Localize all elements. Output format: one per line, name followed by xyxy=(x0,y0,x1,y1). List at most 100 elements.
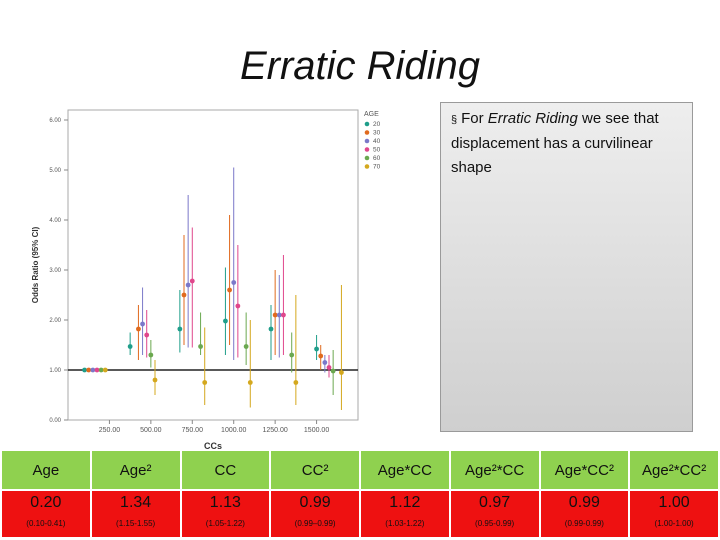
plot-area xyxy=(67,109,359,421)
data-point xyxy=(231,280,237,285)
data-point xyxy=(314,346,319,352)
header-cell: Age xyxy=(2,451,90,489)
x-tick-label: 750.00 xyxy=(182,427,204,434)
value: 1.13 xyxy=(209,494,241,511)
ci: (1.05-1.22) xyxy=(205,519,245,528)
value-cell: 0.99 (0.99–0.99) xyxy=(271,491,359,537)
x-tick-label: 500.00 xyxy=(140,427,162,434)
data-point xyxy=(181,292,187,298)
legend-label: 30 xyxy=(373,130,381,137)
data-point xyxy=(243,344,249,349)
value-cell: 0.97 (0.95-0.99) xyxy=(450,491,539,537)
data-point xyxy=(276,312,282,318)
data-point xyxy=(82,367,87,373)
ci: (0.95-0.99) xyxy=(475,519,515,528)
legend-marker xyxy=(364,130,370,135)
data-point xyxy=(198,344,203,349)
x-tick-label: 1000.00 xyxy=(221,427,246,434)
legend-marker xyxy=(364,138,370,144)
value: 1.34 xyxy=(120,494,152,511)
legend-label: 60 xyxy=(373,155,381,162)
data-point xyxy=(148,352,154,358)
y-tick-label: 1.00 xyxy=(49,368,61,374)
data-point xyxy=(223,318,228,324)
data-point xyxy=(177,326,183,332)
data-point xyxy=(152,377,158,383)
data-point xyxy=(322,360,328,365)
legend-marker xyxy=(364,164,370,169)
data-point xyxy=(268,326,274,332)
value-cell: 1.34 (1.15-1.55) xyxy=(91,491,180,537)
data-point xyxy=(127,344,133,349)
ci: (1.15-1.55) xyxy=(116,519,156,528)
x-tick-label: 250.00 xyxy=(99,427,121,434)
y-axis-label: Odds Ratio (95% CI) xyxy=(31,226,40,303)
note-text-after: we see that displacement has a curviline… xyxy=(451,110,659,176)
data-point xyxy=(318,353,324,359)
data-point xyxy=(144,332,150,338)
data-point xyxy=(202,380,208,385)
x-tick-label: 1500.00 xyxy=(304,427,329,434)
data-point xyxy=(102,367,108,373)
value-cell: 0.99 (0.99-0.99) xyxy=(540,491,629,537)
legend-title: AGE xyxy=(364,111,379,118)
value: 0.20 xyxy=(30,494,62,511)
y-tick-label: 2.00 xyxy=(49,318,61,324)
value: 0.97 xyxy=(479,494,511,511)
legend-label: 40 xyxy=(373,138,381,145)
ci: (1.00-1.00) xyxy=(654,519,694,528)
data-point xyxy=(293,380,299,385)
legend-marker xyxy=(364,121,370,127)
data-point xyxy=(272,312,278,318)
header-cell: Age*CC xyxy=(361,451,449,489)
data-point xyxy=(136,326,141,332)
ci: (0.99-0.99) xyxy=(564,519,604,528)
data-point xyxy=(326,365,332,370)
ci: (0.10-0.41) xyxy=(26,519,66,528)
data-point xyxy=(86,367,92,373)
data-point xyxy=(339,370,344,375)
note-text-before: For xyxy=(461,110,488,127)
legend-marker xyxy=(364,155,370,161)
note-text-italic: Erratic Riding xyxy=(487,110,578,127)
data-point xyxy=(98,367,104,373)
header-row: Age Age² CC CC² Age*CC Age²*CC Age*CC² A… xyxy=(2,451,718,489)
ci: (1.03-1.22) xyxy=(385,519,425,528)
header-cell: CC² xyxy=(271,451,359,489)
data-point xyxy=(330,368,336,374)
y-tick-label: 5.00 xyxy=(49,168,61,174)
data-point xyxy=(235,303,241,309)
value-cell: 1.12 (1.03-1.22) xyxy=(361,491,449,537)
data-point xyxy=(94,367,100,373)
value: 1.00 xyxy=(658,494,690,511)
data-point xyxy=(189,278,195,284)
legend-marker xyxy=(364,147,370,152)
data-point xyxy=(281,312,286,318)
data-point xyxy=(289,352,295,358)
legend-label: 50 xyxy=(373,147,381,154)
header-cell: Age²*CC xyxy=(450,451,539,489)
results-table: Age Age² CC CC² Age*CC Age²*CC Age*CC² A… xyxy=(0,449,720,539)
ci: (0.99–0.99) xyxy=(294,519,336,528)
odds-ratio-chart: 0.00 1.00 2.00 3.00 4.00 5.00 6.00 250.00 500.00… xyxy=(31,109,381,451)
header-cell: CC xyxy=(181,451,270,489)
value: 0.99 xyxy=(299,494,331,511)
x-axis-label: CCs xyxy=(204,441,222,451)
data-point xyxy=(247,380,253,385)
value: 0.99 xyxy=(568,494,600,511)
data-point xyxy=(227,287,232,293)
value-cell: 0.20 (0.10-0.41) xyxy=(2,491,90,537)
header-cell: Age²*CC² xyxy=(630,451,718,489)
note-box: § For Erratic Riding we see that displace… xyxy=(440,102,693,432)
data-point xyxy=(185,282,191,288)
value-cell: 1.13 (1.05-1.22) xyxy=(181,491,270,537)
bullet-icon: § xyxy=(451,114,458,126)
data-point xyxy=(140,321,145,327)
y-tick-label: 6.00 xyxy=(49,118,61,124)
header-cell: Age*CC² xyxy=(540,451,629,489)
value: 1.12 xyxy=(389,494,421,511)
legend-label: 70 xyxy=(373,164,381,171)
data-point xyxy=(90,367,96,373)
legend-label: 20 xyxy=(373,121,381,128)
y-tick-label: 4.00 xyxy=(49,218,61,224)
